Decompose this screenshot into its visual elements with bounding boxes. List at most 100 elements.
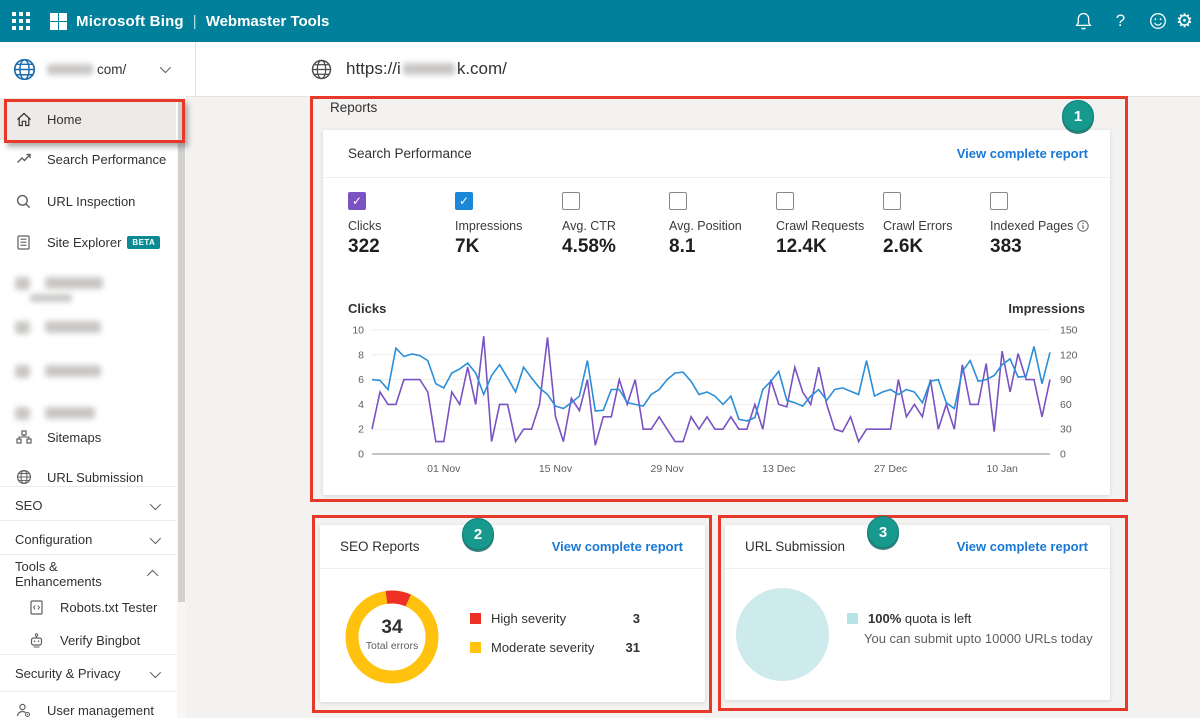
sidebar-blurred-subline — [30, 294, 72, 302]
right-axis-title: Impressions — [1008, 301, 1085, 316]
svg-text:120: 120 — [1060, 349, 1078, 361]
svg-text:30: 30 — [1060, 424, 1072, 436]
sidebar-item-label: Verify Bingbot — [60, 633, 140, 648]
notifications-bell-icon[interactable] — [1065, 0, 1102, 42]
svg-text:150: 150 — [1060, 325, 1078, 337]
chevron-down-icon — [150, 533, 161, 544]
svg-text:90: 90 — [1060, 374, 1072, 386]
sidebar-item-blurred[interactable] — [0, 308, 176, 346]
sidebar-scrollbar-thumb[interactable] — [178, 102, 185, 602]
svg-text:4: 4 — [358, 399, 364, 411]
metric-checkbox[interactable]: ✓ — [455, 192, 473, 210]
sitemap-icon — [15, 430, 32, 444]
sidebar-item-search-performance[interactable]: Search Performance — [0, 140, 176, 178]
current-url-display: https://i k.com/ — [310, 42, 507, 96]
sidebar-item-label: Site Explorer — [47, 235, 121, 250]
sidebar-item-blurred[interactable] — [0, 352, 176, 390]
sidebar-item-label: Home — [47, 112, 82, 127]
document-icon — [15, 235, 32, 250]
url-suffix: k.com/ — [457, 59, 507, 79]
sidebar-item-label: User management — [47, 703, 154, 718]
annotation-marker-1: 1 — [1062, 100, 1094, 132]
annotation-marker-2: 2 — [462, 518, 494, 550]
metrics-row: ✓ Clicks 322 ✓ Impressions 7K Avg. CTR 4… — [348, 192, 1097, 258]
metric-crawl-errors: Crawl Errors 2.6K — [883, 192, 990, 258]
svg-text:01 Nov: 01 Nov — [427, 463, 461, 475]
moderate-severity-swatch — [470, 642, 481, 653]
url-globe-icon — [310, 58, 333, 81]
metric-checkbox[interactable]: ✓ — [348, 192, 366, 210]
quota-pie-chart — [736, 588, 829, 681]
settings-gear-icon[interactable]: ⚙ — [1176, 0, 1200, 42]
metric-checkbox[interactable] — [669, 192, 687, 210]
metric-checkbox[interactable] — [776, 192, 794, 210]
sidebar-item-label: Search Performance — [47, 152, 166, 167]
url-blurred-part — [403, 63, 455, 75]
sidebar-group-seo[interactable]: SEO — [0, 486, 176, 524]
robots-file-icon — [28, 600, 45, 615]
user-gear-icon — [15, 703, 32, 718]
svg-text:10: 10 — [352, 325, 364, 337]
site-selector-dropdown[interactable]: com/ — [0, 42, 196, 96]
card-title: URL Submission — [745, 539, 845, 554]
svg-text:10 Jan: 10 Jan — [986, 463, 1018, 475]
annotation-marker-3: 3 — [867, 516, 899, 548]
legend-moderate-severity: Moderate severity 31 — [470, 640, 640, 655]
sidebar-item-home[interactable]: Home — [0, 98, 176, 140]
view-complete-report-link[interactable]: View complete report — [957, 539, 1088, 554]
site-header-row: com/ https://i k.com/ — [0, 42, 1200, 97]
quota-swatch — [847, 613, 858, 624]
metric-checkbox[interactable] — [990, 192, 1008, 210]
chevron-up-icon — [147, 570, 158, 581]
info-icon[interactable] — [1077, 220, 1089, 232]
svg-text:2: 2 — [358, 424, 364, 436]
sidebar-item-label: Robots.txt Tester — [60, 600, 157, 615]
product-name: Webmaster Tools — [206, 13, 330, 30]
svg-text:8: 8 — [358, 349, 364, 361]
svg-text:0: 0 — [1060, 449, 1066, 461]
metric-checkbox[interactable] — [883, 192, 901, 210]
card-header: URL Submission View complete report — [725, 525, 1110, 569]
sidebar-item-label: Tools & Enhancements — [15, 559, 135, 589]
bot-icon — [28, 633, 45, 648]
sidebar-item-url-inspection[interactable]: URL Inspection — [0, 182, 176, 220]
sidebar-item-label: URL Inspection — [47, 194, 135, 209]
help-icon[interactable]: ? — [1102, 0, 1139, 42]
card-header: SEO Reports View complete report — [320, 525, 705, 569]
sidebar-group-configuration[interactable]: Configuration — [0, 520, 176, 558]
chevron-down-icon — [150, 666, 161, 677]
svg-text:29 Nov: 29 Nov — [650, 463, 684, 475]
left-axis-title: Clicks — [348, 301, 386, 316]
site-name-blurred — [47, 64, 93, 75]
site-name-suffix: com/ — [97, 62, 126, 77]
seo-reports-card: SEO Reports View complete report 34 Tota… — [320, 525, 705, 702]
feedback-smiley-icon[interactable] — [1139, 0, 1176, 42]
sidebar-item-label: URL Submission — [47, 470, 143, 485]
sidebar-group-security-privacy[interactable]: Security & Privacy — [0, 654, 176, 692]
sidebar-item-sitemaps[interactable]: Sitemaps — [0, 418, 176, 456]
sidebar-item-label: SEO — [15, 498, 42, 513]
waffle-menu-icon[interactable] — [12, 12, 30, 30]
sidebar-item-label: Security & Privacy — [15, 666, 120, 681]
trend-icon — [15, 152, 32, 166]
chevron-down-icon — [150, 499, 161, 510]
legend-quota: 100% quota is left — [847, 611, 971, 626]
metric-impressions: ✓ Impressions 7K — [455, 192, 562, 258]
svg-text:13 Dec: 13 Dec — [762, 463, 795, 475]
sidebar-item-label: Sitemaps — [47, 430, 101, 445]
svg-text:27 Dec: 27 Dec — [874, 463, 907, 475]
metric-avg-ctr: Avg. CTR 4.58% — [562, 192, 669, 258]
sidebar-group-tools-enhancements[interactable]: Tools & Enhancements — [0, 554, 176, 592]
sidebar-item-blurred[interactable] — [0, 264, 176, 302]
view-complete-report-link[interactable]: View complete report — [552, 539, 683, 554]
view-complete-report-link[interactable]: View complete report — [957, 146, 1088, 161]
donut-center-label: 34 Total errors — [337, 617, 447, 652]
svg-text:60: 60 — [1060, 399, 1072, 411]
sidebar-item-user-management[interactable]: User management — [0, 691, 176, 718]
metric-checkbox[interactable] — [562, 192, 580, 210]
sidebar-nav: Home Search Performance URL Inspection S… — [0, 96, 186, 718]
magnifier-icon — [15, 194, 32, 209]
sidebar-item-site-explorer[interactable]: Site Explorer BETA — [0, 223, 176, 261]
card-header: Search Performance View complete report — [323, 130, 1110, 178]
url-prefix: https://i — [346, 59, 401, 79]
